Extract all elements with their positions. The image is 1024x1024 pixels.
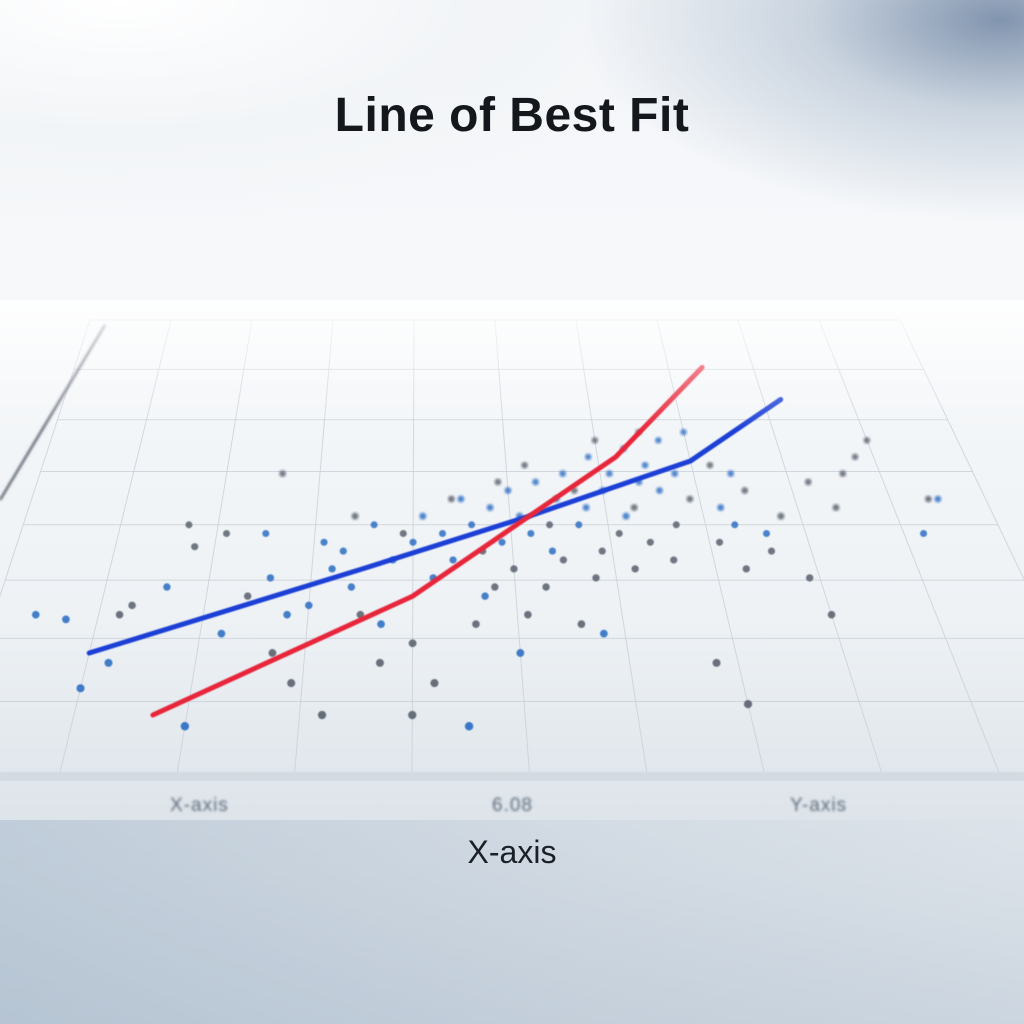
x-axis-label: X-axis <box>467 834 557 870</box>
x-axis-tick-label-left: X-axis <box>170 795 229 816</box>
x-axis-tick-label-center: 6.08 <box>492 795 533 816</box>
x-axis-tick-label-right: Y-axis <box>790 795 848 816</box>
chart-title: Line of Best Fit <box>334 89 690 142</box>
scatter-plot-area <box>0 300 1024 820</box>
scatter-plot-svg <box>0 300 1024 820</box>
depth-fade-overlay <box>0 300 1024 820</box>
